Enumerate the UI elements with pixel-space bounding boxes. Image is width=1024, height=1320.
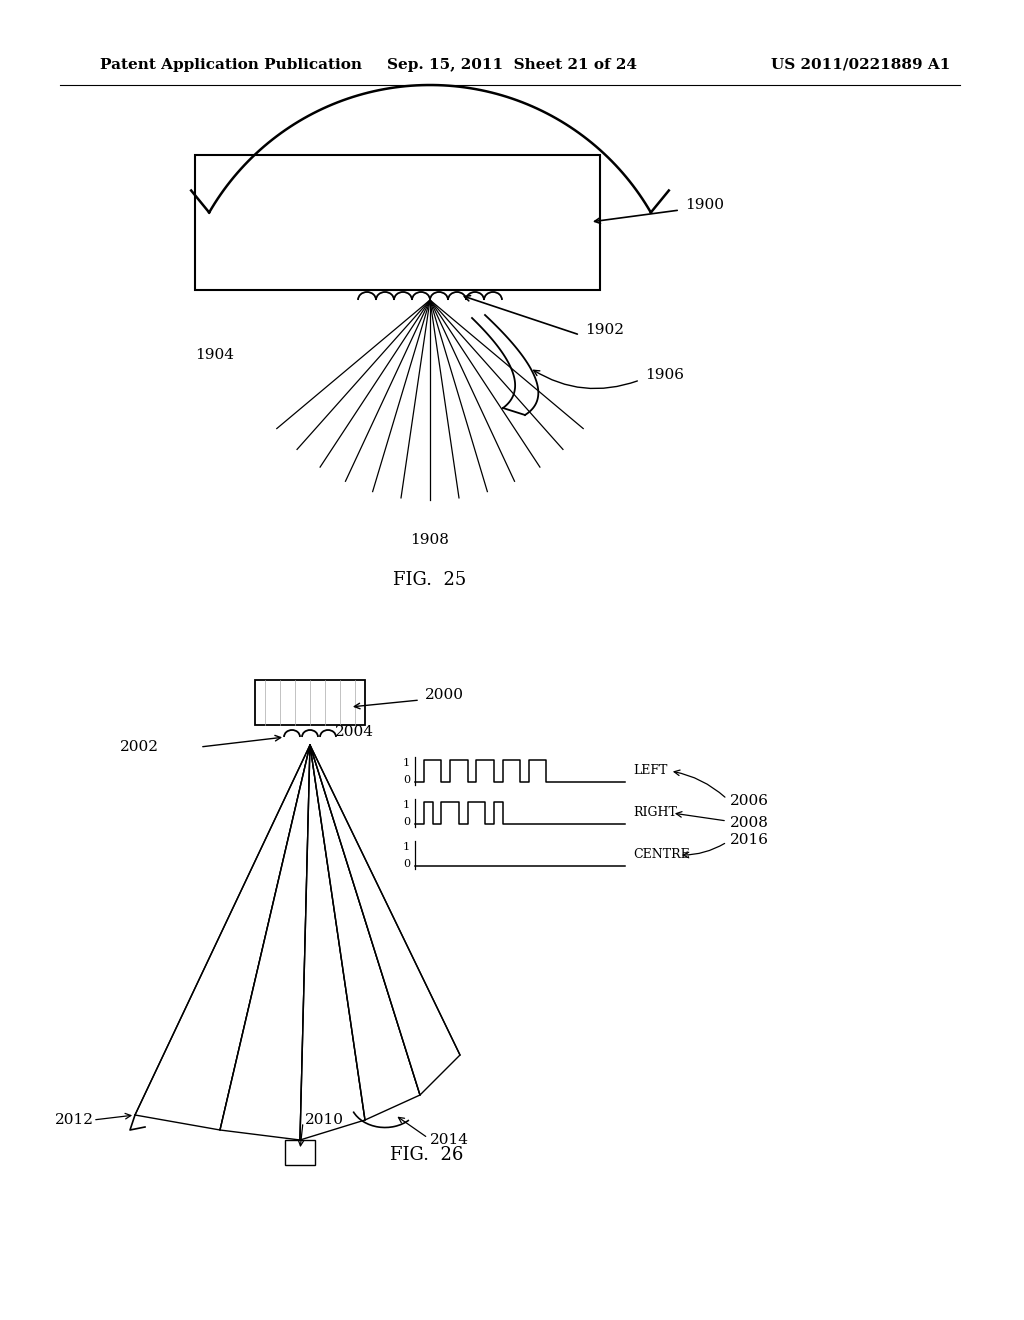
Text: 0: 0 bbox=[402, 859, 410, 869]
Text: LEFT: LEFT bbox=[633, 764, 668, 777]
Text: 2008: 2008 bbox=[730, 816, 769, 830]
Text: 2000: 2000 bbox=[425, 688, 464, 702]
Polygon shape bbox=[220, 744, 310, 1140]
Text: FIG.  25: FIG. 25 bbox=[393, 572, 467, 589]
Text: 2014: 2014 bbox=[430, 1133, 469, 1147]
Bar bbox=[285, 1140, 315, 1166]
Text: 0: 0 bbox=[402, 817, 410, 828]
Text: 2004: 2004 bbox=[335, 725, 374, 739]
Text: Sep. 15, 2011  Sheet 21 of 24: Sep. 15, 2011 Sheet 21 of 24 bbox=[387, 58, 637, 73]
Text: 1: 1 bbox=[402, 800, 410, 810]
Text: US 2011/0221889 A1: US 2011/0221889 A1 bbox=[771, 58, 950, 73]
Text: 2002: 2002 bbox=[120, 741, 159, 754]
Text: 1908: 1908 bbox=[411, 533, 450, 546]
Text: 1902: 1902 bbox=[585, 323, 624, 337]
Bar bbox=[195, 154, 600, 290]
Polygon shape bbox=[300, 744, 365, 1140]
Text: CENTRE: CENTRE bbox=[633, 849, 690, 862]
Text: FIG.  26: FIG. 26 bbox=[390, 1146, 464, 1164]
Polygon shape bbox=[135, 744, 310, 1130]
Text: 1: 1 bbox=[402, 758, 410, 768]
Bar bbox=[255, 680, 365, 725]
Text: 2012: 2012 bbox=[55, 1113, 94, 1127]
Text: RIGHT: RIGHT bbox=[633, 807, 677, 820]
Text: 1904: 1904 bbox=[195, 348, 234, 362]
Text: 0: 0 bbox=[402, 775, 410, 785]
Text: 1906: 1906 bbox=[645, 368, 684, 381]
Text: 1900: 1900 bbox=[685, 198, 724, 213]
Text: Patent Application Publication: Patent Application Publication bbox=[100, 58, 362, 73]
Text: 1: 1 bbox=[402, 842, 410, 851]
Polygon shape bbox=[310, 744, 460, 1096]
Text: 2016: 2016 bbox=[730, 833, 769, 847]
Polygon shape bbox=[310, 744, 420, 1119]
Text: 2010: 2010 bbox=[305, 1113, 344, 1127]
Text: 2006: 2006 bbox=[730, 795, 769, 808]
